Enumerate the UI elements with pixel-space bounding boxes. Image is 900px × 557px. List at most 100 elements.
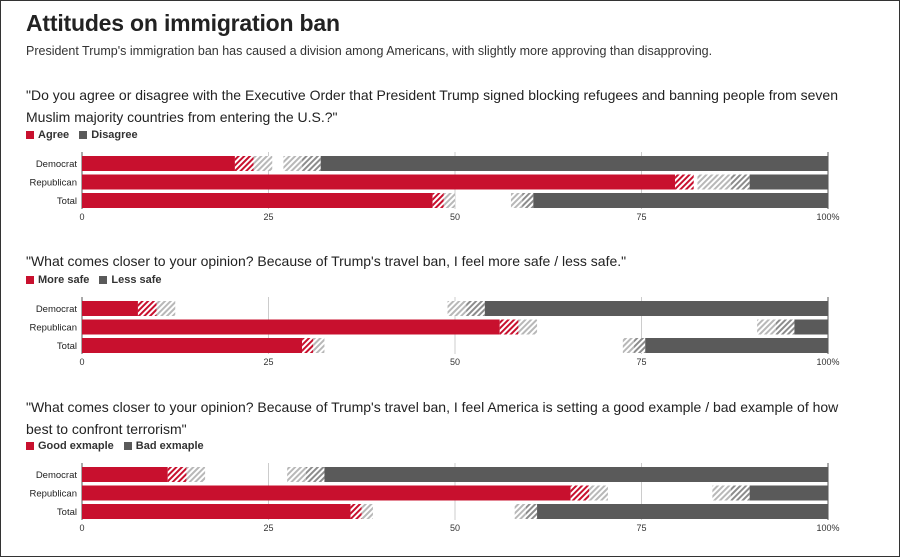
category-label-total: Total xyxy=(57,341,77,352)
bar-total-less-safe-hatched-light xyxy=(622,338,635,353)
bar-total-bad-exmaple-hatched-dark xyxy=(525,504,538,519)
bar-democrat-more-safe-hatched-dark xyxy=(137,301,157,316)
legend-label-agree: Agree xyxy=(38,129,70,141)
legend-2: More safe Less safe xyxy=(26,274,172,286)
question-1-title: "Do you agree or disagree with the Execu… xyxy=(26,87,838,125)
tick-label-25: 25 xyxy=(263,212,273,222)
bar-total-less-safe xyxy=(645,338,828,353)
bar-democrat-agree-hatched-light xyxy=(253,156,273,171)
tick-label-0: 0 xyxy=(79,523,84,533)
bar-republican-disagree xyxy=(749,174,828,190)
bar-total-agree-hatched-dark xyxy=(432,193,444,208)
bar-total-less-safe-hatched-dark xyxy=(634,338,646,353)
bar-republican-disagree-hatched-light xyxy=(697,174,732,190)
bar-democrat-agree xyxy=(82,156,235,171)
legend-label-bad-example: Bad exmaple xyxy=(135,440,204,452)
bar-democrat-less-safe-hatched-dark xyxy=(466,301,485,316)
tick-label-100: 100% xyxy=(816,212,839,222)
bar-republican-less-safe-hatched-light xyxy=(757,319,776,335)
category-label-total: Total xyxy=(57,196,77,207)
tick-label-75: 75 xyxy=(636,212,646,222)
bar-total-good-exmaple-hatched-dark xyxy=(350,504,362,519)
question-2-title: "What comes closer to your opinion? Beca… xyxy=(26,253,627,269)
bar-total-disagree-hatched-light xyxy=(510,193,523,208)
bar-democrat-good-exmaple-hatched-light xyxy=(186,467,206,482)
category-label-democrat: Democrat xyxy=(36,470,78,481)
bar-total-disagree xyxy=(533,193,828,208)
bar-republican-disagree-hatched-dark xyxy=(731,174,750,190)
bar-republican-more-safe-hatched-dark xyxy=(499,319,519,335)
legend-item-agree: Agree xyxy=(26,129,69,141)
bar-republican-agree-hatched-dark xyxy=(675,174,694,190)
category-label-total: Total xyxy=(57,507,77,518)
bar-total-agree xyxy=(82,193,433,208)
bar-total-good-exmaple xyxy=(82,504,351,519)
bar-republican-bad-exmaple-hatched-light xyxy=(712,485,732,501)
tick-label-25: 25 xyxy=(263,357,273,367)
legend-item-more-safe: More safe xyxy=(26,274,89,286)
bar-democrat-disagree-hatched-dark xyxy=(302,156,321,171)
bar-democrat-good-exmaple-hatched-dark xyxy=(167,467,187,482)
tick-label-75: 75 xyxy=(636,357,646,367)
question-3-title: "What comes closer to your opinion? Beca… xyxy=(26,399,839,437)
bar-total-disagree-hatched-dark xyxy=(522,193,534,208)
category-label-republican: Republican xyxy=(29,323,77,334)
bar-republican-less-safe-hatched-dark xyxy=(775,319,795,335)
legend-item-disagree: Disagree xyxy=(79,129,138,141)
bar-democrat-more-safe-hatched-light xyxy=(156,301,176,316)
legend-swatch-agree xyxy=(26,131,34,139)
tick-label-50: 50 xyxy=(450,523,460,533)
bar-democrat-less-safe xyxy=(484,301,828,316)
legend-label-more-safe: More safe xyxy=(38,274,90,286)
legend-label-less-safe: Less safe xyxy=(111,274,162,286)
category-label-democrat: Democrat xyxy=(36,159,78,170)
bar-republican-good-exmaple xyxy=(82,485,571,501)
legend-swatch-bad-example xyxy=(123,442,132,450)
legend-label-disagree: Disagree xyxy=(91,129,138,141)
tick-label-50: 50 xyxy=(450,357,460,367)
legend-swatch-more-safe xyxy=(26,276,34,284)
bar-republican-less-safe xyxy=(794,319,828,335)
bar-republican-bad-exmaple xyxy=(749,485,828,501)
legend-label-good-example: Good exmaple xyxy=(38,440,114,452)
bar-democrat-more-safe xyxy=(82,301,138,316)
bar-democrat-less-safe-hatched-light xyxy=(447,301,467,316)
bar-republican-good-exmaple-hatched-dark xyxy=(570,485,590,501)
category-label-republican: Republican xyxy=(29,178,77,189)
tick-label-0: 0 xyxy=(79,212,84,222)
bar-chart-3: 0 25 50 75 100% Democrat Republican Total xyxy=(29,463,840,533)
bar-total-more-safe-hatched-dark xyxy=(302,338,314,353)
bar-democrat-disagree xyxy=(320,156,828,171)
tick-label-50: 50 xyxy=(450,212,460,222)
legend-item-bad-example: Bad exmaple xyxy=(123,440,204,452)
bar-chart-2: 0 25 50 75 100% Democrat Republican Total xyxy=(29,297,840,367)
bar-democrat-bad-exmaple xyxy=(324,467,828,482)
legend-swatch-less-safe xyxy=(99,276,108,284)
bar-republican-more-safe-hatched-light xyxy=(518,319,538,335)
legend-3: Good exmaple Bad exmaple xyxy=(26,440,214,452)
bar-total-agree-hatched-light xyxy=(443,193,455,208)
tick-label-25: 25 xyxy=(263,523,273,533)
tick-label-100: 100% xyxy=(816,357,839,367)
legend-item-less-safe: Less safe xyxy=(99,274,162,286)
category-label-republican: Republican xyxy=(29,489,77,500)
tick-label-75: 75 xyxy=(636,523,646,533)
bar-total-more-safe-hatched-light xyxy=(313,338,325,353)
legend-item-good-example: Good exmaple xyxy=(26,440,114,452)
bar-total-bad-exmaple-hatched-light xyxy=(514,504,526,519)
bar-republican-bad-exmaple-hatched-dark xyxy=(731,485,750,501)
bar-republican-agree xyxy=(82,174,676,190)
legend-1: Agree Disagree xyxy=(26,129,148,141)
tick-label-100: 100% xyxy=(816,523,839,533)
bar-total-more-safe xyxy=(82,338,303,353)
bar-democrat-bad-exmaple-hatched-light xyxy=(287,467,306,482)
bar-democrat-bad-exmaple-hatched-dark xyxy=(305,467,325,482)
page-subtitle: President Trump's immigration ban has ca… xyxy=(26,44,713,58)
bar-democrat-disagree-hatched-light xyxy=(283,156,303,171)
bar-republican-more-safe xyxy=(82,319,500,335)
bar-republican-good-exmaple-hatched-light xyxy=(589,485,608,501)
legend-swatch-good-example xyxy=(26,442,34,450)
legend-swatch-disagree xyxy=(79,131,88,139)
tick-label-0: 0 xyxy=(79,357,84,367)
category-label-democrat: Democrat xyxy=(36,304,78,315)
